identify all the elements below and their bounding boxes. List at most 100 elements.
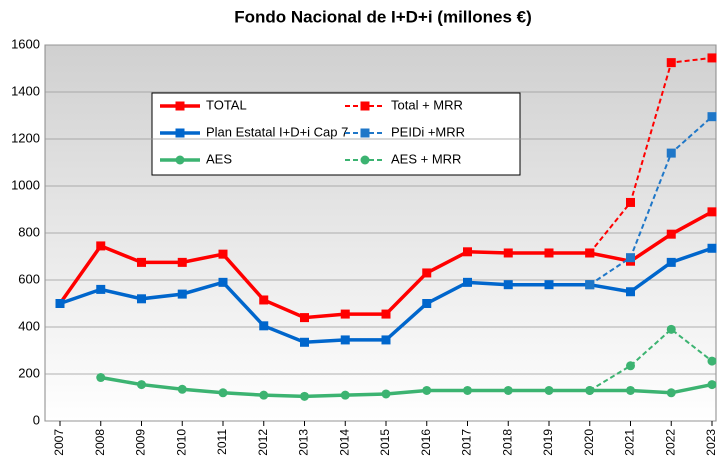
- point: [422, 385, 432, 395]
- legend-label: AES: [206, 151, 232, 166]
- y-tick-label: 200: [18, 365, 40, 380]
- point: [666, 229, 676, 239]
- x-tick-label: 2018: [500, 429, 514, 456]
- point: [585, 248, 595, 258]
- point: [218, 388, 228, 398]
- point: [585, 280, 595, 290]
- point: [300, 337, 309, 347]
- point: [360, 101, 370, 111]
- point: [666, 388, 676, 398]
- point: [707, 356, 717, 366]
- x-tick-label: 2012: [256, 429, 270, 456]
- x-tick-label: 2015: [378, 429, 392, 456]
- point: [259, 295, 269, 305]
- x-tick-label: 2016: [419, 429, 433, 456]
- point: [340, 309, 350, 319]
- series-line: [100, 375, 713, 399]
- point: [707, 53, 717, 63]
- point: [707, 243, 717, 253]
- legend-label: Plan Estatal I+D+i Cap 7: [206, 124, 348, 139]
- point: [175, 128, 185, 138]
- point: [137, 294, 146, 304]
- x-tick-label: 2019: [541, 429, 555, 456]
- point: [177, 257, 187, 267]
- point: [175, 101, 185, 111]
- point: [503, 385, 513, 395]
- x-tick-label: 2014: [337, 429, 351, 456]
- y-tick-label: 1200: [11, 130, 40, 145]
- y-tick-label: 1400: [11, 83, 40, 98]
- point: [381, 389, 391, 399]
- point: [463, 247, 472, 257]
- x-tick-label: 2008: [93, 429, 107, 456]
- point: [544, 248, 554, 258]
- legend-label: TOTAL: [206, 97, 247, 112]
- y-tick-label: 800: [18, 224, 40, 239]
- series-line: [588, 56, 713, 254]
- series-line: [589, 328, 713, 392]
- x-tick-label: 2017: [460, 429, 474, 456]
- x-tick-label: 2021: [623, 429, 637, 456]
- point: [177, 289, 187, 299]
- x-tick-label: 2022: [663, 429, 677, 456]
- point: [666, 324, 676, 334]
- point: [340, 335, 350, 345]
- point: [626, 197, 635, 207]
- point: [626, 385, 635, 395]
- point: [503, 248, 513, 258]
- x-tick-label: 2009: [134, 429, 148, 456]
- point: [360, 155, 370, 165]
- point: [422, 299, 432, 308]
- point: [666, 257, 676, 267]
- point: [422, 268, 432, 278]
- point: [544, 280, 554, 290]
- legend-label: AES + MRR: [391, 151, 461, 166]
- y-tick-label: 600: [18, 271, 40, 286]
- y-tick-label: 400: [18, 318, 40, 333]
- x-tick-label: 2020: [582, 429, 596, 456]
- point: [544, 385, 554, 395]
- x-tick-label: 2013: [297, 429, 311, 456]
- point: [626, 361, 635, 371]
- point: [463, 277, 472, 287]
- point: [300, 391, 309, 401]
- point: [259, 321, 269, 331]
- point: [707, 207, 717, 217]
- point: [218, 249, 228, 259]
- point: [218, 277, 228, 287]
- x-tick-label: 2010: [174, 429, 188, 456]
- point: [96, 284, 106, 294]
- x-tick-label: 2023: [704, 429, 718, 456]
- point: [340, 390, 350, 400]
- point: [137, 257, 146, 267]
- point: [96, 373, 106, 383]
- y-tick-label: 0: [33, 412, 40, 427]
- point: [55, 299, 65, 308]
- point: [707, 380, 717, 390]
- point: [626, 253, 635, 263]
- point: [585, 385, 595, 395]
- legend-label: PEIDi +MRR: [391, 124, 465, 139]
- chart-title: Fondo Nacional de I+D+i (millones €): [234, 7, 532, 26]
- point: [175, 155, 185, 165]
- point: [360, 128, 370, 138]
- point: [707, 112, 717, 122]
- point: [666, 148, 676, 158]
- x-tick-label: 2011: [215, 429, 229, 455]
- series-line: [589, 115, 713, 286]
- point: [259, 390, 269, 400]
- point: [177, 384, 187, 394]
- y-tick-label: 1000: [11, 177, 40, 192]
- point: [96, 241, 106, 251]
- y-tick-label: 1600: [11, 36, 40, 51]
- point: [503, 280, 513, 290]
- x-tick-label: 2007: [52, 429, 66, 456]
- point: [666, 58, 676, 68]
- legend: [151, 92, 521, 176]
- point: [381, 309, 391, 319]
- point: [463, 385, 472, 395]
- point: [137, 380, 146, 390]
- legend-label: Total + MRR: [391, 97, 463, 112]
- point: [300, 313, 309, 323]
